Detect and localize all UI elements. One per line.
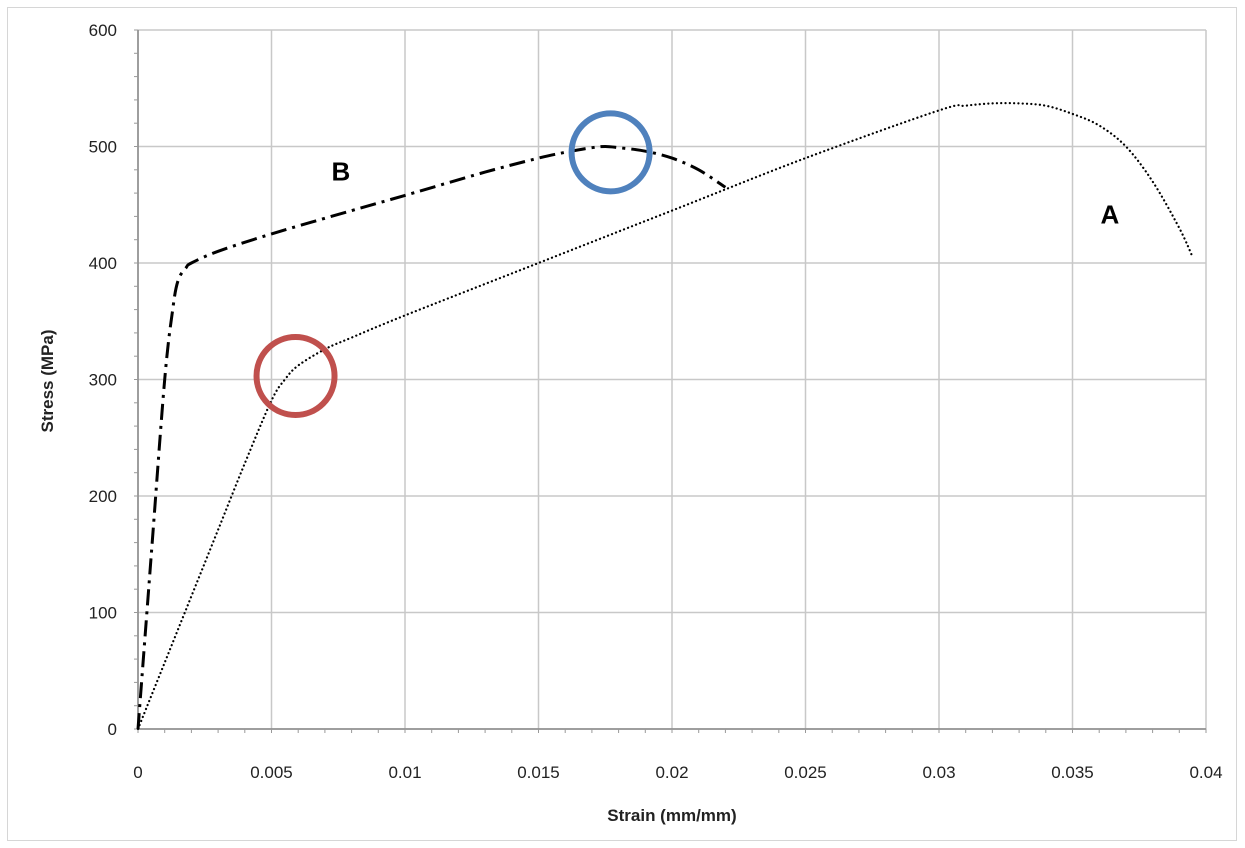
x-tick-label: 0.03 (922, 763, 955, 782)
series-line-a (136, 102, 1194, 731)
series (136, 102, 1194, 731)
x-axis-title: Strain (mm/mm) (607, 806, 736, 825)
highlight-circle (568, 110, 653, 195)
y-tick-label: 500 (89, 138, 117, 157)
y-tick-label: 300 (89, 371, 117, 390)
x-tick-label: 0.035 (1051, 763, 1094, 782)
x-tick-label: 0.025 (784, 763, 827, 782)
y-axis-title: Stress (MPa) (38, 330, 57, 433)
x-tick-label: 0.015 (517, 763, 560, 782)
y-tick-label: 0 (108, 720, 117, 739)
grid (137, 29, 1207, 730)
ticks: 0 0.005 0.01 0.015 0.02 0.025 0.03 0.035 0.04 0 10… (89, 21, 1223, 782)
y-tick-label: 200 (89, 487, 117, 506)
x-tick-label: 0 (133, 763, 142, 782)
y-tick-label: 600 (89, 21, 117, 40)
highlight-circle (253, 334, 338, 419)
y-tick-label: 100 (89, 604, 117, 623)
series-line-b (136, 144, 727, 730)
x-tick-label: 0.01 (388, 763, 421, 782)
x-tick-label: 0.005 (250, 763, 293, 782)
curve-label-a: A (1100, 199, 1119, 229)
annotations: BA (253, 110, 1119, 419)
x-tick-label: 0.04 (1189, 763, 1222, 782)
x-tick-label: 0.02 (655, 763, 688, 782)
y-tick-label: 400 (89, 254, 117, 273)
curve-label-b: B (332, 156, 351, 186)
